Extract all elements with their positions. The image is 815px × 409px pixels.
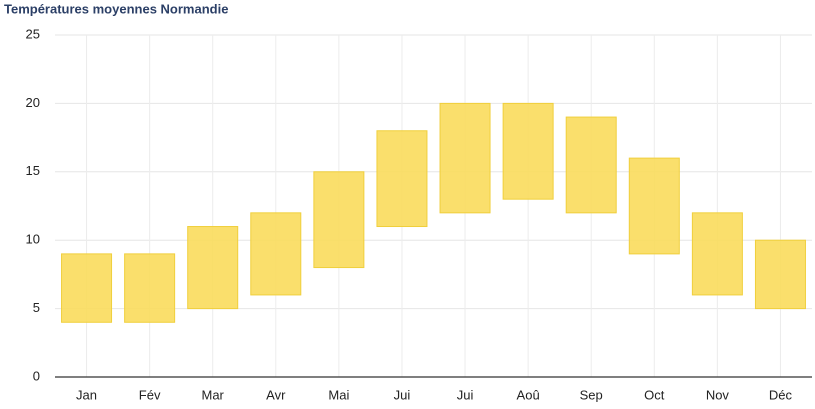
bar (565, 116, 617, 214)
x-tick-label: Avr (266, 387, 286, 402)
bar (628, 157, 680, 255)
x-tick-label: Nov (706, 387, 730, 402)
x-tick-label: Jui (457, 387, 474, 402)
bar (250, 212, 302, 296)
bar (313, 171, 365, 269)
x-tick-label: Jan (76, 387, 97, 402)
y-tick-label: 5 (33, 300, 40, 315)
y-tick-label: 0 (33, 368, 40, 383)
bar (61, 253, 113, 323)
bar (502, 102, 554, 200)
y-tick-label: 20 (26, 95, 40, 110)
x-tick-label: Jui (394, 387, 411, 402)
bar (187, 226, 239, 310)
x-tick-label: Fév (139, 387, 161, 402)
y-tick-label: 15 (26, 163, 40, 178)
x-tick-label: Oct (644, 387, 665, 402)
bar (754, 239, 806, 310)
x-tick-label: Déc (769, 387, 793, 402)
x-tick-label: Aoû (517, 387, 540, 402)
x-tick-label: Sep (580, 387, 603, 402)
bar (691, 212, 743, 296)
y-tick-label: 10 (26, 232, 40, 247)
x-tick-label: Mar (202, 387, 225, 402)
y-tick-label: 25 (26, 26, 40, 41)
bar (124, 253, 176, 323)
chart-title: Températures moyennes Normandie (4, 1, 228, 16)
x-tick-label: Mai (328, 387, 349, 402)
bar (376, 130, 428, 228)
bar (439, 102, 491, 214)
